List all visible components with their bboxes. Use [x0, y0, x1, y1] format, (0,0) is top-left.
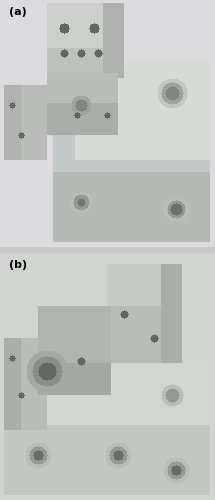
Text: (a): (a) — [9, 8, 26, 18]
Text: (b): (b) — [9, 260, 27, 270]
